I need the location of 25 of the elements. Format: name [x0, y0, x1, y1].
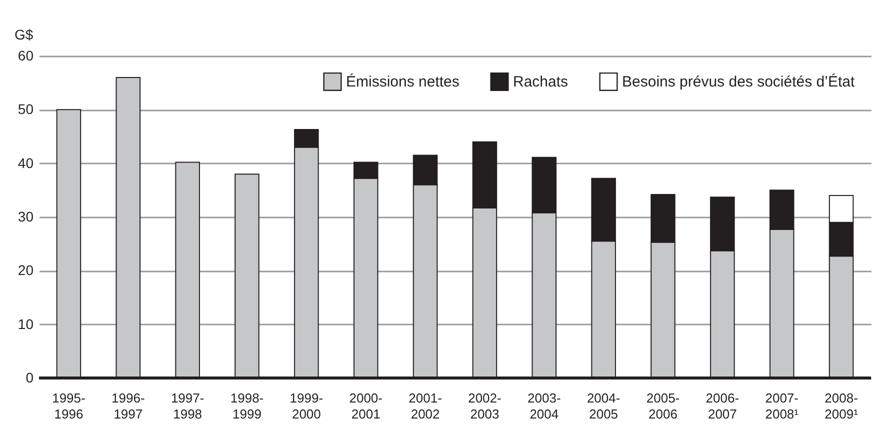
y-tick-label: 50 [18, 101, 34, 118]
x-tick-label: 2003-2004 [528, 390, 561, 422]
x-tick-label: 1996-1997 [112, 390, 145, 422]
x-tick-label: 2007-2008¹ [765, 390, 800, 422]
legend-label: Rachats [513, 74, 568, 91]
y-tick-label: 30 [18, 208, 34, 224]
y-tick-label: 0 [26, 370, 34, 386]
y-tick-label: 20 [18, 262, 34, 278]
x-tick-label: 2006-2007 [706, 390, 740, 422]
x-tick-label: 2004-2005 [586, 390, 620, 422]
x-tick-label: 1998-1999 [230, 390, 264, 422]
legend-label: Émissions nettes [346, 72, 460, 91]
y-tick-label: 60 [18, 48, 34, 64]
x-tick-label: 2000-2001 [349, 390, 382, 422]
x-tick-label: 2002-2003 [468, 390, 502, 422]
y-axis-title: G$ [14, 26, 34, 42]
legend-label: Besoins prévus des sociétés d’État [622, 72, 856, 91]
x-tick-label: 2001-2002 [408, 390, 442, 422]
x-tick-label: 2005-2006 [646, 390, 680, 422]
x-tick-label: 2008-2009¹ [824, 390, 859, 422]
x-tick-label: 1997-1998 [170, 390, 204, 422]
y-tick-label: 40 [18, 154, 34, 171]
x-tick-label: 1995-1996 [52, 390, 86, 422]
x-tick-label: 1999-2000 [290, 390, 324, 422]
y-tick-label: 10 [18, 316, 34, 332]
